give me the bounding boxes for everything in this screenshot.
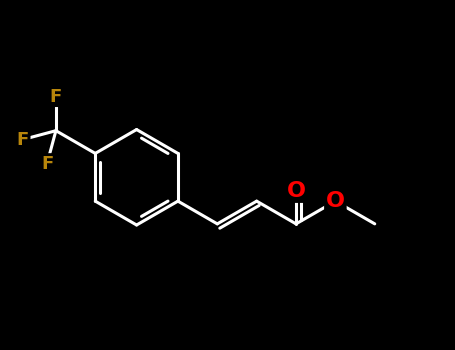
Text: O: O — [326, 191, 345, 211]
Text: F: F — [50, 88, 62, 106]
Text: O: O — [287, 181, 305, 201]
Text: F: F — [17, 131, 29, 148]
Text: F: F — [41, 155, 53, 173]
